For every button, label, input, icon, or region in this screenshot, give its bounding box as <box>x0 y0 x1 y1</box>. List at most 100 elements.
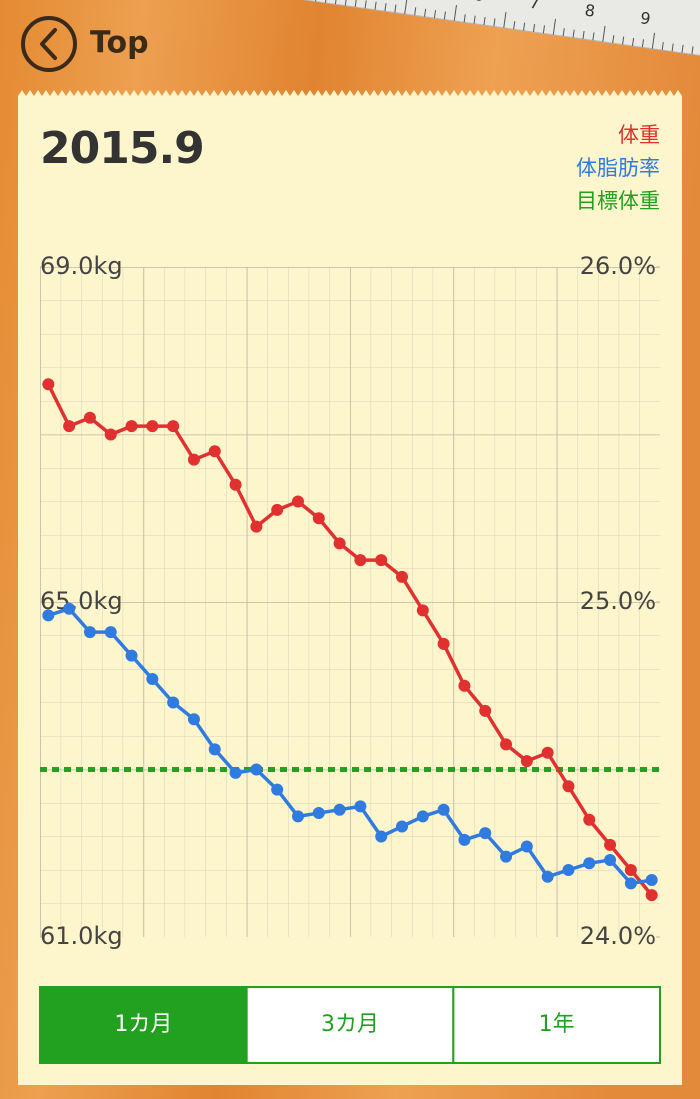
tab-label[interactable]: 3カ月 <box>321 1012 379 1037</box>
data-point <box>583 857 596 870</box>
data-point <box>250 763 263 776</box>
ruler-tick <box>354 0 358 8</box>
legend-entry: 目標体重 <box>576 189 660 213</box>
ruler-tick <box>433 10 437 19</box>
data-point <box>604 838 617 851</box>
ruler-tick <box>463 14 466 23</box>
back-icon[interactable] <box>21 16 77 72</box>
ruler-tick <box>523 22 526 31</box>
data-point <box>63 420 76 433</box>
ruler-tick <box>552 18 556 35</box>
data-point <box>645 889 658 902</box>
tab[interactable] <box>39 986 248 1064</box>
back-label[interactable]: Top <box>90 26 149 61</box>
tab[interactable] <box>452 986 662 1064</box>
data-point <box>354 800 367 813</box>
data-point <box>104 428 117 441</box>
ruler-body <box>250 0 700 66</box>
ruler-tick <box>622 36 625 45</box>
legend-entry: 体重 <box>618 123 660 147</box>
data-point <box>604 853 617 866</box>
ruler-tick <box>424 8 427 17</box>
data-point <box>437 637 450 650</box>
data-point <box>562 864 575 876</box>
ruler: 56789 <box>250 0 700 66</box>
ruler-tick <box>651 32 656 49</box>
ruler-tick <box>631 37 635 46</box>
y2-tick-label: 26.0% <box>580 252 656 280</box>
ruler-tick <box>473 15 476 24</box>
data-point <box>291 810 304 823</box>
ruler-tick <box>334 0 338 5</box>
ruler-tick <box>612 35 615 44</box>
tab-label[interactable]: 1年 <box>539 1012 575 1037</box>
data-point <box>479 704 492 717</box>
data-point <box>520 840 533 853</box>
ruler-tick <box>582 30 585 40</box>
ruler-tick <box>542 25 545 34</box>
back-chevron <box>40 28 57 60</box>
data-point <box>562 780 575 793</box>
ruler-tick <box>364 0 367 9</box>
ruler-tick <box>661 42 664 51</box>
data-point <box>63 602 76 615</box>
data-point <box>83 626 96 639</box>
ruler-number: 6 <box>473 0 486 5</box>
data-point <box>354 554 367 567</box>
data-point <box>520 755 533 768</box>
ruler-tick <box>592 32 595 41</box>
data-point <box>624 864 637 876</box>
ruler-tick <box>503 11 507 28</box>
data-point <box>271 503 284 516</box>
data-point <box>146 420 159 433</box>
ruler-tick <box>641 39 645 48</box>
data-point <box>42 378 55 391</box>
data-point <box>375 830 388 843</box>
back-button[interactable]: Top <box>21 16 149 72</box>
tab-label[interactable]: 1カ月 <box>114 1012 172 1037</box>
data-point <box>125 649 138 662</box>
data-point <box>583 813 596 826</box>
data-point <box>500 738 513 751</box>
ruler-number: 8 <box>584 1 597 21</box>
ruler-tick <box>483 17 486 26</box>
data-point <box>375 554 388 567</box>
y2-tick-label: 24.0% <box>580 922 656 950</box>
ruler-tick <box>344 0 347 6</box>
data-point <box>416 810 429 823</box>
y-tick-label: 69.0kg <box>40 252 123 280</box>
ruler-tick <box>404 0 408 14</box>
ruler-tick <box>513 21 516 30</box>
data-point <box>250 520 263 533</box>
data-point <box>167 420 180 433</box>
ruler-tick <box>681 44 684 53</box>
ruler-tick <box>691 46 694 55</box>
data-point <box>541 870 554 883</box>
data-point <box>104 626 117 639</box>
y-tick-label: 65.0kg <box>40 587 123 615</box>
data-point <box>437 803 450 816</box>
data-point <box>624 877 637 890</box>
data-point <box>500 850 513 863</box>
data-point <box>416 604 429 617</box>
data-point <box>333 803 346 816</box>
data-point <box>396 570 409 583</box>
ruler-tick <box>414 7 417 16</box>
legend-entry: 体脂肪率 <box>576 156 660 180</box>
data-point <box>187 453 200 466</box>
ruler-number: 9 <box>639 8 652 28</box>
data-point <box>541 746 554 759</box>
ruler-tick <box>671 43 674 52</box>
data-point <box>229 766 242 779</box>
tab[interactable] <box>245 986 455 1064</box>
data-point <box>187 713 200 726</box>
data-point <box>312 512 325 525</box>
data-point <box>42 609 55 622</box>
data-point <box>167 696 180 709</box>
ruler-tick <box>493 18 496 27</box>
y-tick-label: 61.0kg <box>40 922 123 950</box>
data-point <box>312 807 325 820</box>
data-point <box>83 411 96 424</box>
ruler-tick <box>453 4 457 21</box>
